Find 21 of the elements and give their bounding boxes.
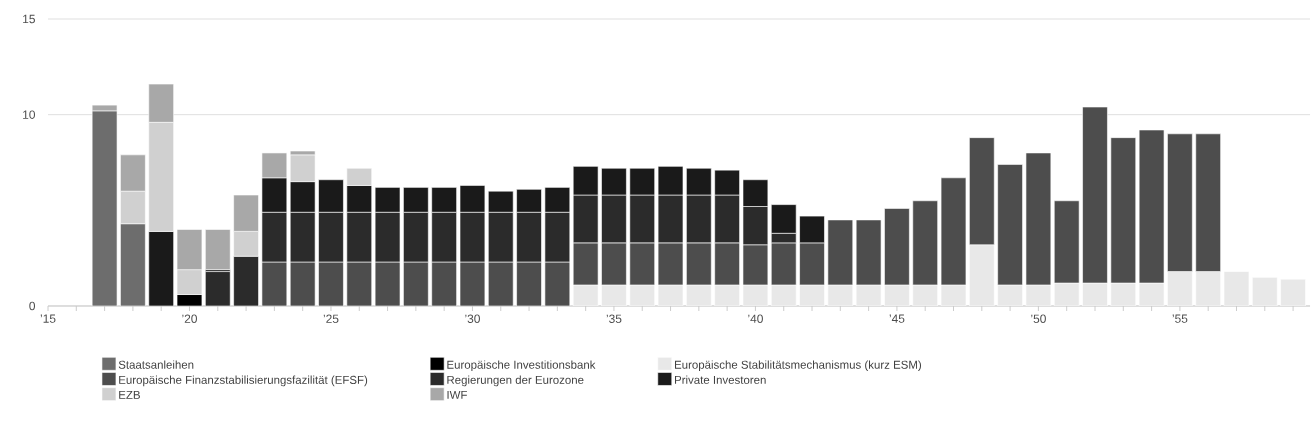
legend-label: Staatsanleihen — [118, 360, 194, 369]
x-tick-label: ’55 — [1172, 314, 1188, 323]
legend-label: IWF — [447, 390, 467, 399]
x-tick-label: ’20 — [182, 314, 197, 323]
y-tick-label: 0 — [29, 301, 36, 311]
bar — [205, 229, 231, 270]
x-tick-label: ’30 — [465, 314, 480, 323]
x-tick-label: ’45 — [889, 314, 905, 323]
x-tick-label: ’50 — [1031, 314, 1046, 323]
legend-label: Regierungen der Eurozone — [447, 375, 584, 387]
x-tick-label: ’40 — [748, 314, 763, 323]
y-tick-label: 15 — [23, 14, 35, 24]
x-tick-label: ’35 — [606, 314, 622, 323]
x-tick-label: ’25 — [323, 314, 339, 323]
legend-label: EZB — [119, 390, 140, 399]
legend-label: Private Investoren — [675, 375, 766, 384]
x-tick-label: ’15 — [40, 314, 56, 323]
legend-label: Europäische Finanzstabilisierungsfazilität (EFSF) — [119, 375, 368, 387]
legend-label: Europäische Investitionsbank — [447, 360, 596, 372]
y-tick-label: 10 — [23, 110, 36, 119]
legend-label: Europäische Stabilitätsmechanismus (kurz ESM) — [675, 360, 922, 372]
